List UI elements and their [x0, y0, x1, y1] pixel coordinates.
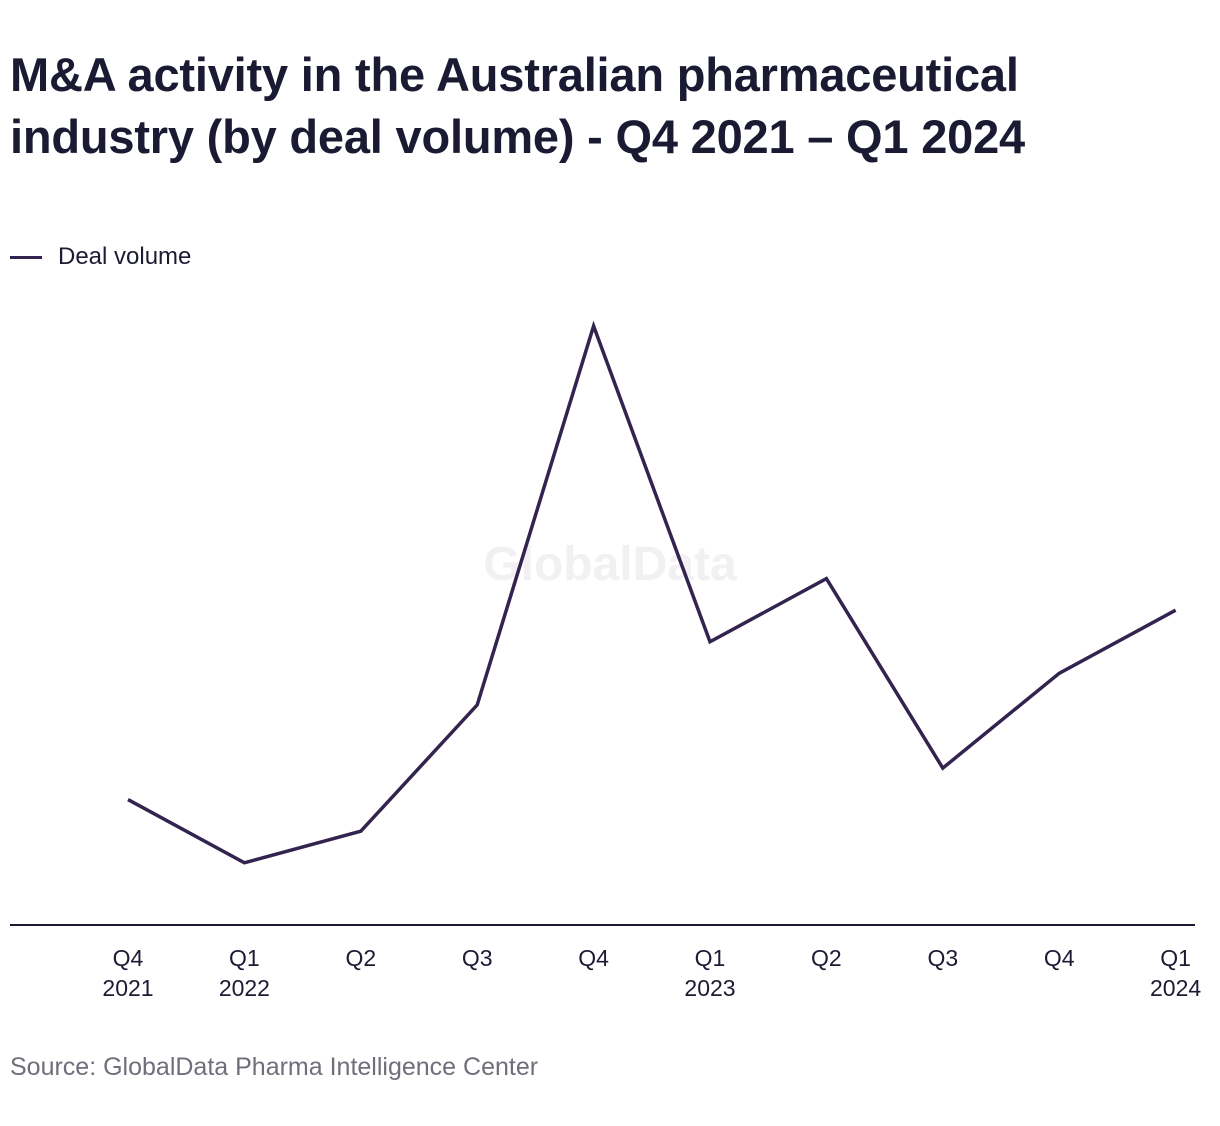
legend: Deal volume: [10, 240, 191, 274]
x-tick-label: Q1: [229, 945, 260, 971]
legend-swatch: [10, 255, 42, 259]
x-tick-label: Q2: [345, 945, 376, 971]
x-tick-label: Q3: [927, 945, 958, 971]
chart-title: M&A activity in the Australian pharmaceu…: [10, 48, 1025, 163]
series-line-deal-volume: [127, 320, 1177, 865]
plot-area: Q4 2021 Q1 2022 Q2 Q3 Q4 Q1 2023 Q2 Q3 Q4 Q1 2024: [10, 320, 1201, 1001]
x-tick-label: Q1: [1160, 945, 1191, 971]
source-note: Source: GlobalData Pharma Intelligence C…: [10, 1053, 539, 1081]
legend-label: Deal volume: [58, 243, 192, 270]
x-tick-label: Q4: [1044, 945, 1075, 971]
x-tick-year-label: 2022: [219, 975, 270, 1001]
x-tick-year-label: 2024: [1150, 975, 1201, 1001]
x-tick-year-label: 2023: [684, 975, 735, 1001]
x-tick-label: Q3: [462, 945, 493, 971]
x-tick-label: Q1: [695, 945, 726, 971]
x-tick-label: Q4: [113, 945, 144, 971]
x-tick-label: Q2: [811, 945, 842, 971]
x-tick-label: Q4: [578, 945, 609, 971]
x-tick-year-label: 2021: [102, 975, 153, 1001]
